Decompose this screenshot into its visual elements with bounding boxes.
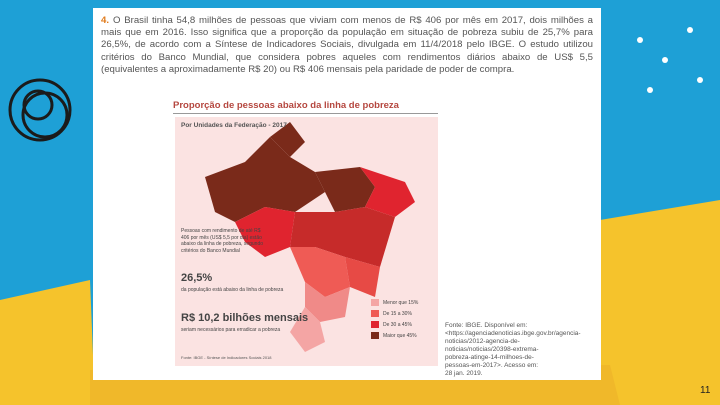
stat-label: da população está abaixo da linha de pob… bbox=[181, 287, 284, 293]
card: 4. O Brasil tinha 54,8 milhões de pessoas… bbox=[93, 8, 601, 380]
question-number: 4. bbox=[101, 15, 110, 26]
figure-footer: Fonte: IBGE - Síntese de Indicadores Soc… bbox=[181, 355, 272, 360]
legend-item: De 15 a 30% bbox=[371, 308, 418, 319]
figure: Proporção de pessoas abaixo da linha de … bbox=[173, 100, 438, 366]
legend-item: Maior que 45% bbox=[371, 330, 418, 341]
legend-item: Menor que 15% bbox=[371, 297, 418, 308]
question-text: O Brasil tinha 54,8 milhões de pessoas q… bbox=[101, 15, 593, 75]
source: Fonte: IBGE. Disponível em: <https://age… bbox=[445, 322, 581, 377]
figure-note: Pessoas com rendimento de até R$ 406 por… bbox=[181, 228, 264, 254]
cost-value: R$ 10,2 bilhões mensais bbox=[181, 312, 309, 324]
map bbox=[205, 122, 415, 352]
cost-label: seriam necessários para erradicar a pobr… bbox=[181, 327, 281, 333]
figure-panel: Por Unidades da Federação - 2017 Pessoas… bbox=[175, 117, 438, 366]
figure-title: Proporção de pessoas abaixo da linha de … bbox=[173, 100, 438, 114]
legend-label: Maior que 45% bbox=[383, 332, 417, 339]
legend-label: De 30 a 45% bbox=[383, 321, 412, 328]
legend: Menor que 15% De 15 a 30% De 30 a 45% Ma… bbox=[371, 297, 418, 341]
legend-label: De 15 a 30% bbox=[383, 310, 412, 317]
question: 4. O Brasil tinha 54,8 milhões de pessoas… bbox=[101, 15, 593, 76]
stat-value: 26,5% bbox=[181, 272, 213, 284]
legend-item: De 30 a 45% bbox=[371, 319, 418, 330]
legend-label: Menor que 15% bbox=[383, 299, 419, 306]
page-number: 11 bbox=[700, 385, 711, 396]
figure-subtitle: Por Unidades da Federação - 2017 bbox=[181, 122, 287, 129]
